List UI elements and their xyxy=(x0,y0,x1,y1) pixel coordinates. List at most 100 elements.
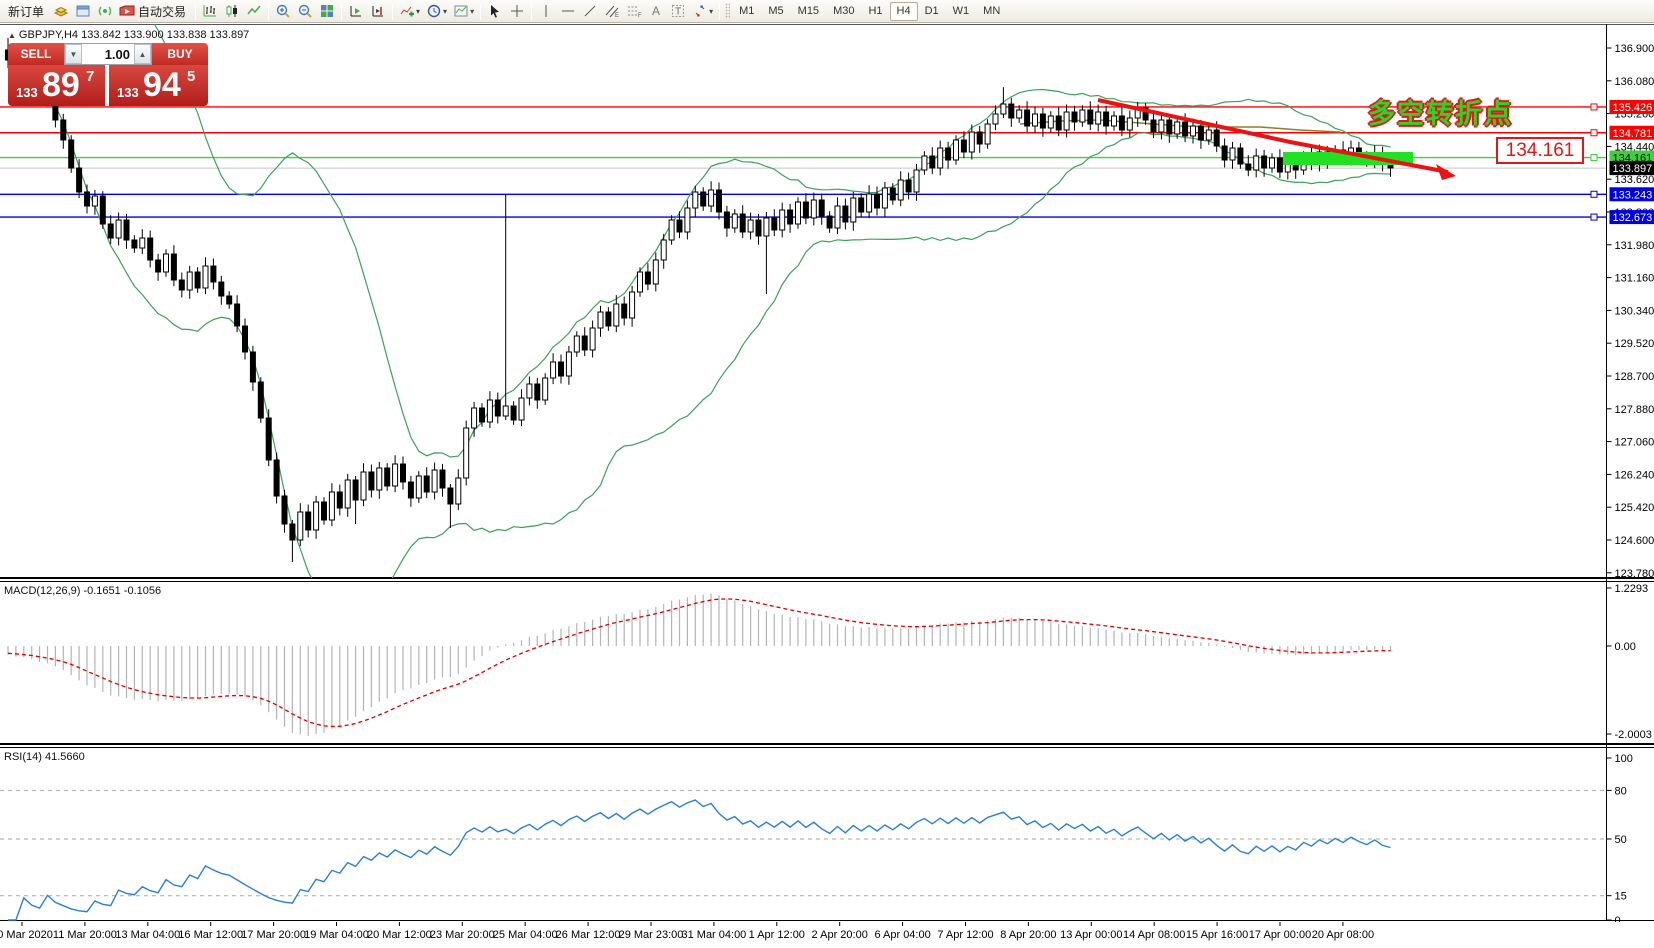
line-chart-mode-icon[interactable] xyxy=(243,1,265,21)
svg-text:A: A xyxy=(652,4,660,18)
svg-text:125.420: 125.420 xyxy=(1615,502,1654,514)
buy-price-button[interactable]: 133 94 5 xyxy=(109,65,208,106)
toolbar-separator xyxy=(195,2,197,20)
timeframe-m30[interactable]: M30 xyxy=(833,5,855,17)
navigator-icon[interactable] xyxy=(72,1,94,21)
cursor-tool-icon[interactable] xyxy=(484,1,506,21)
timeframe-h4[interactable]: H4 xyxy=(889,1,918,21)
timeframe-w1[interactable]: W1 xyxy=(952,5,970,17)
timeframe-m5[interactable]: M5 xyxy=(768,5,784,17)
svg-text:F: F xyxy=(638,13,642,19)
toolbar-separator xyxy=(719,2,721,20)
crosshair-tool-icon[interactable] xyxy=(506,1,528,21)
channel-tool-icon[interactable]: E xyxy=(601,1,623,21)
svg-text:134.440: 134.440 xyxy=(1615,141,1654,153)
svg-text:E: E xyxy=(615,13,619,19)
svg-text:128.700: 128.700 xyxy=(1615,371,1654,383)
svg-text:100: 100 xyxy=(1615,753,1633,765)
fibonacci-tool-icon[interactable]: F xyxy=(623,1,645,21)
svg-text:129.520: 129.520 xyxy=(1615,338,1654,350)
zoom-out-icon[interactable] xyxy=(294,1,316,21)
toolbar-grip[interactable] xyxy=(725,3,731,19)
periods-dropdown-caret[interactable]: ▾ xyxy=(443,6,448,16)
horizontal-line-tool-icon[interactable] xyxy=(557,1,579,21)
rsi-pane[interactable]: 100 80 50 15 0 xyxy=(0,744,1654,922)
volume-decrease-button[interactable]: ▼ xyxy=(65,44,82,64)
svg-text:1 Apr 12:00: 1 Apr 12:00 xyxy=(749,929,805,941)
text-label-tool-icon[interactable]: T xyxy=(667,1,689,21)
vertical-line-tool-icon[interactable] xyxy=(535,1,557,21)
market-watch-icon[interactable] xyxy=(50,1,72,21)
svg-text:20 Apr 08:00: 20 Apr 08:00 xyxy=(1312,929,1374,941)
svg-text:10 Mar 2020: 10 Mar 2020 xyxy=(0,929,53,941)
turning-point-annotation[interactable]: 多空转折点 xyxy=(1368,99,1513,129)
svg-text:15: 15 xyxy=(1615,891,1627,903)
new-order-label: 新订单 xyxy=(8,4,45,19)
timeframe-h1[interactable]: H1 xyxy=(868,5,883,17)
templates-icon[interactable]: ▾ xyxy=(450,1,477,21)
arrows-tool-icon[interactable]: ▾ xyxy=(689,1,716,21)
svg-text:16 Mar 12:00: 16 Mar 12:00 xyxy=(178,929,243,941)
quote-panel-collapse-icon[interactable]: ▲ xyxy=(8,31,16,40)
svg-text:T: T xyxy=(675,7,681,18)
autotrading-button[interactable]: 自动交易 xyxy=(116,1,192,21)
svg-text:29 Mar 23:00: 29 Mar 23:00 xyxy=(619,929,684,941)
tile-windows-icon[interactable] xyxy=(316,1,338,21)
volume-value[interactable]: 1.00 xyxy=(104,47,130,62)
bar-chart-mode-icon[interactable] xyxy=(199,1,221,21)
svg-text:13 Mar 04:00: 13 Mar 04:00 xyxy=(115,929,180,941)
rsi-label: RSI(14) 41.5660 xyxy=(4,751,85,763)
svg-text:0: 0 xyxy=(1615,915,1621,922)
svg-text:6 Apr 04:00: 6 Apr 04:00 xyxy=(874,929,930,941)
new-order-button[interactable]: 新订单 xyxy=(2,1,50,21)
svg-text:127.060: 127.060 xyxy=(1615,437,1654,449)
indicators-icon[interactable]: ▾ xyxy=(396,1,423,21)
sell-button[interactable]: SELL xyxy=(8,43,64,65)
svg-text:80: 80 xyxy=(1615,785,1627,797)
svg-text:0.00: 0.00 xyxy=(1615,641,1636,653)
timeframe-d1[interactable]: D1 xyxy=(924,5,939,17)
volume-stepper: ▼ 1.00 ▲ xyxy=(64,43,152,65)
sell-price-prefix: 133 xyxy=(16,85,38,100)
svg-text:1.2293: 1.2293 xyxy=(1615,583,1649,595)
main-chart-pane[interactable]: 136.900136.080135.260134.440133.620132.8… xyxy=(0,24,1654,578)
zoom-in-icon[interactable] xyxy=(272,1,294,21)
svg-text:124.600: 124.600 xyxy=(1615,535,1654,547)
trendline-tool-icon[interactable] xyxy=(579,1,601,21)
timeframe-mn[interactable]: MN xyxy=(983,5,1001,17)
svg-text:135.426: 135.426 xyxy=(1613,102,1653,114)
buy-price-sup: 5 xyxy=(187,68,196,85)
timeframe-m15[interactable]: M15 xyxy=(797,5,820,17)
indicators-dropdown-caret[interactable]: ▾ xyxy=(416,6,421,16)
svg-text:126.240: 126.240 xyxy=(1615,469,1654,481)
price-callout-label[interactable]: 134.161 xyxy=(1496,137,1584,164)
timeframe-m1[interactable]: M1 xyxy=(739,5,755,17)
autotrading-label: 自动交易 xyxy=(138,4,187,19)
svg-text:26 Mar 12:00: 26 Mar 12:00 xyxy=(556,929,621,941)
bollinger-bands xyxy=(7,24,1391,578)
svg-text:136.900: 136.900 xyxy=(1615,43,1654,55)
svg-text:15 Apr 16:00: 15 Apr 16:00 xyxy=(1186,929,1248,941)
svg-text:123.780: 123.780 xyxy=(1615,568,1654,578)
text-tool-icon[interactable]: A xyxy=(645,1,667,21)
toolbar-separator xyxy=(531,2,533,20)
volume-increase-button[interactable]: ▲ xyxy=(134,44,151,64)
candlestick-mode-icon[interactable] xyxy=(221,1,243,21)
sell-price-button[interactable]: 133 89 7 xyxy=(8,65,105,106)
macd-pane[interactable]: 1.2293 0.00 -2.0003 xyxy=(0,578,1654,744)
svg-text:131.980: 131.980 xyxy=(1615,240,1654,252)
templates-dropdown-caret[interactable]: ▾ xyxy=(470,6,475,16)
chart-shift-icon[interactable] xyxy=(367,1,389,21)
svg-text:134.781: 134.781 xyxy=(1613,128,1653,140)
svg-text:131.160: 131.160 xyxy=(1615,273,1654,285)
buy-price-prefix: 133 xyxy=(117,85,139,100)
svg-text:-2.0003: -2.0003 xyxy=(1615,729,1652,741)
svg-text:133.897: 133.897 xyxy=(1613,163,1653,175)
periods-icon[interactable]: ▾ xyxy=(423,1,450,21)
arrows-dropdown-caret[interactable]: ▾ xyxy=(709,6,714,16)
signal-icon[interactable] xyxy=(94,1,116,21)
symbol-ohlc-text: GBPJPY,H4 133.842 133.900 133.838 133.89… xyxy=(18,29,250,41)
buy-button[interactable]: BUY xyxy=(152,43,208,65)
auto-scroll-icon[interactable] xyxy=(345,1,367,21)
